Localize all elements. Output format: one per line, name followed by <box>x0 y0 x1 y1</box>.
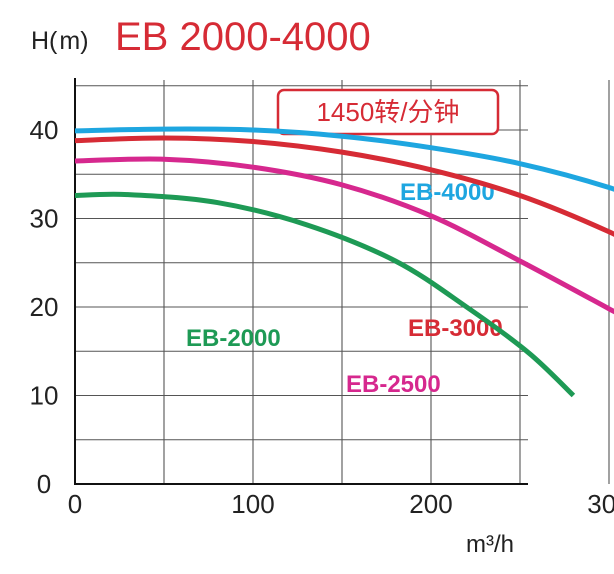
series-label-eb-2500: EB-2500 <box>346 371 441 398</box>
y-tick-label: 10 <box>30 381 59 411</box>
chart-title: EB 2000-4000 <box>115 15 371 59</box>
y-tick-label: 30 <box>30 204 59 234</box>
y-tick-label: 40 <box>30 115 59 145</box>
speed-annotation-box <box>276 88 500 136</box>
x-tick-label: 100 <box>231 489 274 519</box>
x-tick-label: 200 <box>409 489 452 519</box>
x-axis-label: m³/h <box>466 531 514 558</box>
y-tick-label: 20 <box>30 292 59 322</box>
series-line-eb-2000 <box>74 191 576 398</box>
series-line-eb-4000 <box>74 126 614 192</box>
series-line-eb-3000 <box>74 135 614 237</box>
y-tick-label: 0 <box>37 469 51 499</box>
y-axis-label: H(m) <box>31 27 89 55</box>
x-tick-label: 0 <box>68 489 82 519</box>
x-tick-label: 300 <box>587 489 614 519</box>
series-line-eb-2500 <box>74 156 614 315</box>
speed-annotation-text: 1450转/分钟 <box>316 97 459 127</box>
grid <box>74 80 610 485</box>
series-label-eb-2000: EB-2000 <box>186 325 281 352</box>
series-label-eb-3000: EB-3000 <box>408 315 503 342</box>
